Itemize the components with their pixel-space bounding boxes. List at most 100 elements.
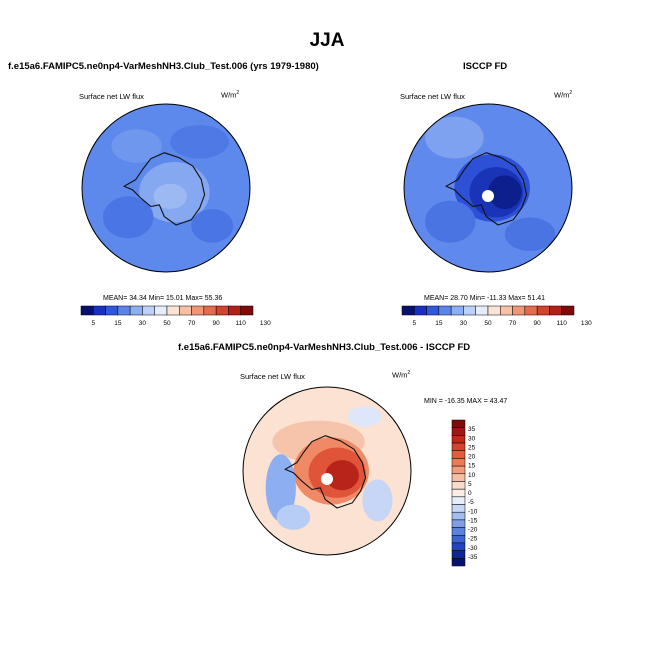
colorbar-swatch <box>451 465 466 475</box>
colorbar-swatch <box>142 305 155 316</box>
colorbar-swatch <box>450 305 464 316</box>
panel3-field-label: Surface net LW flux <box>240 372 305 381</box>
map-border <box>242 386 412 556</box>
colorbar-tick-label: 50 <box>484 320 492 327</box>
colorbar-tick-label: 30 <box>468 435 476 442</box>
colorbar-swatch <box>117 305 131 316</box>
colorbar-swatch <box>451 504 466 513</box>
map-field-patch <box>153 183 187 209</box>
panel2-colorbar: 5 15 30 50 70 90 110 130 <box>401 305 592 327</box>
colorbar-tick-label: -5 <box>468 499 474 506</box>
colorbar-swatch <box>179 305 192 316</box>
colorbar-swatch <box>105 305 119 316</box>
colorbar-tick-label: 130 <box>581 320 592 327</box>
colorbar-swatch <box>451 435 466 444</box>
colorbar-tick-label: 110 <box>236 320 247 327</box>
colorbar-swatch <box>463 305 476 316</box>
panel3-units: W/m2 <box>392 370 411 380</box>
colorbar-tick-label: 110 <box>557 320 568 327</box>
colorbar-swatch <box>561 305 575 316</box>
colorbar-swatch <box>536 305 550 316</box>
colorbar-tick-label: 15 <box>435 320 443 327</box>
colorbar-tick-label: -10 <box>468 508 478 515</box>
map-field-patch <box>488 175 522 209</box>
colorbar-swatch <box>451 427 466 436</box>
colorbar-swatch <box>500 305 513 316</box>
map-field-patch <box>362 479 393 522</box>
colorbar-tick-label: 0 <box>468 490 472 497</box>
panel1-colorbar: 5 15 30 50 70 90 110 130 <box>80 305 271 327</box>
colorbar-swatch <box>80 305 94 316</box>
colorbar-tick-label: 70 <box>188 320 196 327</box>
colorbar-tick-label: 70 <box>509 320 517 327</box>
colorbar-swatch <box>451 542 466 551</box>
colorbar-swatch <box>451 511 466 521</box>
panel2-field-label: Surface net LW flux <box>400 92 465 101</box>
map-field-patch <box>348 406 382 427</box>
map-field-patch <box>425 200 476 243</box>
colorbar-swatch <box>451 550 466 559</box>
antarctica-coastline <box>445 152 528 226</box>
colorbar-swatch <box>191 305 205 316</box>
map-field-patch <box>325 460 359 491</box>
map-field-patch <box>111 129 162 163</box>
colorbar-swatch <box>451 519 466 528</box>
panel1-units: W/m2 <box>221 90 240 100</box>
colorbar-tick-label: -30 <box>468 545 478 552</box>
map-field-patch <box>276 504 311 530</box>
colorbar-swatch <box>451 496 466 505</box>
panel2-units: W/m2 <box>554 90 573 100</box>
pole-marker <box>482 190 494 202</box>
map-border <box>81 103 251 273</box>
map-field-patch <box>504 217 556 251</box>
panel3-title: f.e15a6.FAMIPC5.ne0np4-VarMeshNH3.Club_T… <box>178 342 471 353</box>
panel2-title: ISCCP FD <box>463 61 508 72</box>
panel1-title: f.e15a6.FAMIPC5.ne0np4-VarMeshNH3.Club_T… <box>8 61 319 72</box>
panel2-stats: MEAN= 28.70 Min= -11.33 Max= 51.41 <box>424 295 546 302</box>
colorbar-swatch <box>426 305 440 316</box>
colorbar-tick-label: -20 <box>468 527 478 534</box>
map-field-patch <box>425 116 484 159</box>
colorbar-tick-label: 90 <box>213 320 221 327</box>
main-title: JJA <box>309 30 345 51</box>
colorbar-swatch <box>401 305 415 316</box>
colorbar-tick-label: 50 <box>163 320 171 327</box>
pole-marker <box>321 473 333 485</box>
map-field-patch <box>170 125 229 159</box>
colorbar-tick-label: 130 <box>260 320 271 327</box>
colorbar-swatch <box>215 305 229 316</box>
map-field-patch <box>103 196 154 239</box>
colorbar-swatch <box>451 527 466 536</box>
colorbar-tick-label: 10 <box>468 472 476 479</box>
colorbar-swatch <box>166 305 180 316</box>
colorbar-tick-label: 30 <box>139 320 147 327</box>
colorbar-swatch <box>129 305 143 316</box>
antarctica-coastline <box>284 435 367 509</box>
map-border <box>403 103 573 273</box>
panel1-stats: MEAN= 34.34 Min= 15.01 Max= 55.36 <box>103 295 223 302</box>
colorbar-swatch <box>451 535 466 544</box>
colorbar-swatch <box>228 305 241 316</box>
colorbar-swatch <box>451 419 466 428</box>
colorbar-tick-label: 15 <box>114 320 122 327</box>
antarctica-coastline <box>123 152 206 226</box>
colorbar-swatch <box>451 488 466 498</box>
colorbar-swatch <box>414 305 427 316</box>
colorbar-swatch <box>451 450 466 459</box>
colorbar-swatch <box>240 305 254 316</box>
colorbar-tick-label: 5 <box>91 320 95 327</box>
colorbar-swatch <box>93 305 106 316</box>
panel3-polar-map <box>242 386 412 556</box>
map-field-patch <box>191 209 234 243</box>
colorbar-swatch <box>549 305 562 316</box>
colorbar-swatch <box>451 458 466 467</box>
colorbar-swatch <box>475 305 489 316</box>
colorbar-swatch <box>524 305 538 316</box>
colorbar-swatch <box>451 473 466 482</box>
panel1-field-label: Surface net LW flux <box>79 92 144 101</box>
colorbar-swatch <box>154 305 168 316</box>
panel2-polar-map <box>403 103 573 273</box>
colorbar-swatch <box>487 305 501 316</box>
panel1-polar-map <box>81 103 251 273</box>
panel3-colorbar: 35 30 25 20 15 10 5 0 -5 -10 -15 -20 -25 -30 -35 <box>451 419 478 567</box>
